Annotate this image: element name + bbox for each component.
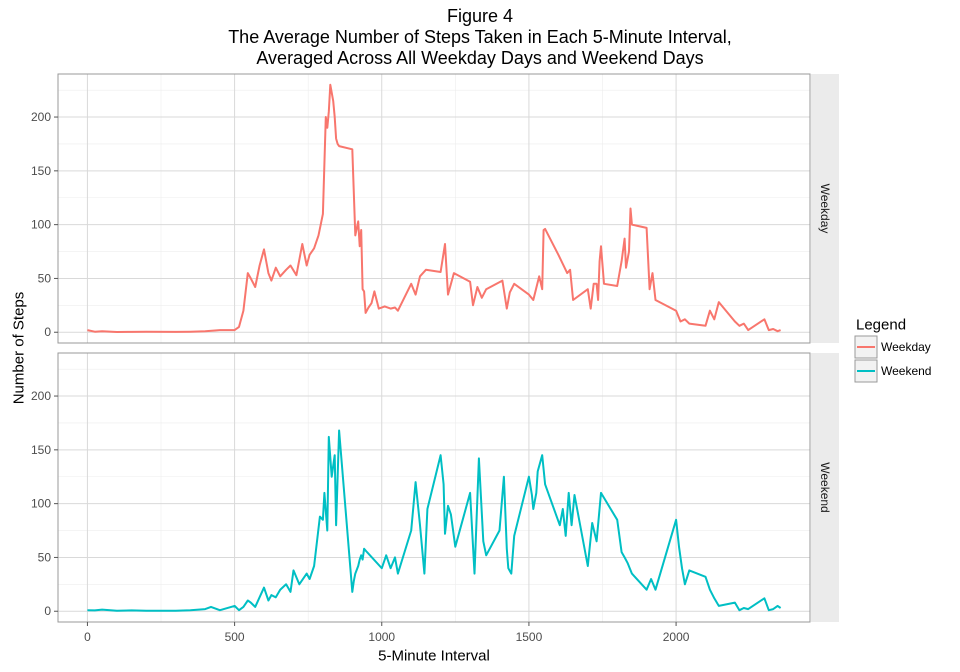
y-axis-title: Number of Steps [11, 292, 28, 405]
panel-background-weekend [58, 353, 810, 622]
y-tick-label: 50 [38, 550, 52, 564]
y-tick-label: 0 [44, 325, 51, 339]
y-tick-label: 50 [38, 271, 52, 285]
series-line-weekday [87, 83, 781, 333]
legend-label-weekend: Weekend [881, 364, 931, 378]
x-tick-label: 0 [84, 630, 91, 644]
facet-strip-weekday [811, 74, 839, 343]
x-tick-label: 500 [225, 630, 245, 644]
x-tick-label: 1000 [368, 630, 395, 644]
figure-title-line-1: Figure 4 [446, 6, 514, 26]
facet-strip-label-weekday: Weekday [818, 184, 832, 234]
y-tick-label: 200 [31, 389, 51, 403]
y-tick-label: 200 [31, 110, 51, 124]
facet-strip-weekend [811, 353, 839, 622]
series-line-weekend [87, 429, 782, 612]
x-tick-label: 2000 [663, 630, 690, 644]
x-axis-title: 5-Minute Interval [378, 648, 490, 665]
figure-title-line-3: Averaged Across All Weekday Days and Wee… [256, 48, 704, 68]
y-tick-label: 0 [44, 604, 51, 618]
facet-strip-label-weekend: Weekend [818, 462, 832, 512]
y-tick-label: 100 [31, 497, 51, 511]
x-tick-label: 1500 [516, 630, 543, 644]
panel-border-weekday [57, 73, 811, 344]
y-tick-label: 150 [31, 443, 51, 457]
legend-title: Legend [856, 317, 906, 334]
figure-title-line-2: The Average Number of Steps Taken in Eac… [228, 27, 732, 47]
y-tick-label: 150 [31, 164, 51, 178]
panel-border-weekend [57, 352, 811, 623]
panel-background-weekday [58, 74, 810, 343]
legend-label-weekday: Weekday [881, 340, 931, 354]
y-tick-label: 100 [31, 218, 51, 232]
